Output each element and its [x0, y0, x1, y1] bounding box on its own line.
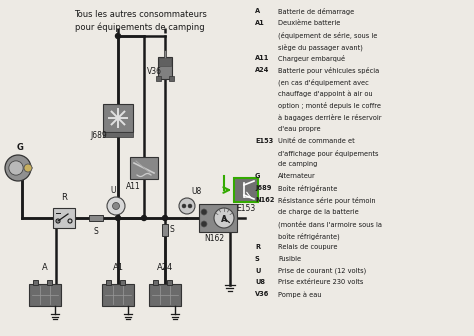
Circle shape — [179, 198, 195, 214]
Text: U: U — [110, 186, 116, 195]
Bar — [29, 284, 61, 306]
Bar — [169, 76, 174, 81]
Text: U8: U8 — [191, 187, 201, 196]
Bar — [149, 284, 181, 306]
Bar — [102, 284, 134, 306]
Text: U8: U8 — [255, 280, 265, 285]
Text: A: A — [42, 263, 48, 272]
Bar — [156, 76, 161, 81]
Text: siège du passager avant): siège du passager avant) — [278, 43, 363, 51]
Text: d'affichage pour équipements: d'affichage pour équipements — [278, 150, 379, 157]
Text: E153: E153 — [237, 204, 255, 213]
Text: Batterie de démarrage: Batterie de démarrage — [278, 8, 354, 15]
Bar — [167, 280, 172, 285]
Text: Batterie pour véhicules spécia: Batterie pour véhicules spécia — [278, 67, 379, 74]
Text: Relais de coupure: Relais de coupure — [278, 244, 337, 250]
Bar — [89, 215, 103, 221]
Circle shape — [9, 161, 23, 175]
Circle shape — [188, 204, 192, 208]
Text: A: A — [255, 8, 260, 14]
Bar — [162, 224, 168, 236]
Text: S: S — [94, 227, 99, 236]
Text: de camping: de camping — [278, 161, 318, 167]
Text: Boîte réfrigérante: Boîte réfrigérante — [278, 185, 337, 192]
Bar — [106, 280, 111, 285]
Circle shape — [182, 204, 186, 208]
Bar — [234, 178, 258, 202]
Bar — [103, 104, 133, 132]
Text: (en cas d'équipement avec: (en cas d'équipement avec — [278, 79, 369, 86]
Text: (équipement de série, sous le: (équipement de série, sous le — [278, 32, 377, 39]
Text: E153: E153 — [255, 138, 273, 144]
Text: à bagages derrière le réservoir: à bagages derrière le réservoir — [278, 114, 382, 121]
Text: A11: A11 — [126, 182, 141, 191]
Text: Résistance série pour témoin: Résistance série pour témoin — [278, 197, 375, 204]
Circle shape — [201, 209, 207, 215]
Text: R: R — [61, 193, 67, 202]
Text: Deuxième batterie: Deuxième batterie — [278, 20, 340, 26]
Text: option ; monté depuis le coffre: option ; monté depuis le coffre — [278, 102, 381, 110]
Text: boîte réfrigérante): boîte réfrigérante) — [278, 232, 340, 240]
Text: Tous les autres consommateurs
pour équipements de camping: Tous les autres consommateurs pour équip… — [73, 10, 207, 32]
Bar — [47, 280, 52, 285]
Bar — [158, 57, 172, 79]
Bar — [33, 280, 38, 285]
Text: (montée dans l'armoire sous la: (montée dans l'armoire sous la — [278, 220, 382, 228]
Text: U: U — [255, 267, 260, 274]
Circle shape — [116, 215, 120, 220]
Text: V36: V36 — [255, 291, 269, 297]
Text: Alternateur: Alternateur — [278, 173, 316, 179]
Text: G: G — [255, 173, 261, 179]
Text: G: G — [17, 143, 23, 152]
Text: Prise de courant (12 volts): Prise de courant (12 volts) — [278, 267, 366, 274]
Bar — [53, 208, 75, 228]
Bar — [120, 280, 125, 285]
Bar — [199, 204, 237, 232]
Text: A24: A24 — [255, 67, 269, 73]
Text: Pompe à eau: Pompe à eau — [278, 291, 321, 298]
Text: d'eau propre: d'eau propre — [278, 126, 320, 132]
Circle shape — [24, 164, 32, 172]
Circle shape — [112, 203, 119, 210]
Text: Unité de commande et: Unité de commande et — [278, 138, 355, 144]
Text: de charge de la batterie: de charge de la batterie — [278, 209, 359, 215]
Text: chauffage d'appoint à air ou: chauffage d'appoint à air ou — [278, 91, 373, 97]
Circle shape — [116, 34, 120, 39]
Text: N162: N162 — [204, 234, 224, 243]
Text: S: S — [170, 225, 175, 235]
Text: Prise extérieure 230 volts: Prise extérieure 230 volts — [278, 280, 364, 285]
Text: R: R — [255, 244, 260, 250]
Text: Fusible: Fusible — [278, 256, 301, 262]
Circle shape — [201, 221, 207, 227]
Text: A1: A1 — [112, 263, 124, 272]
Circle shape — [5, 155, 31, 181]
Bar — [159, 58, 171, 66]
Text: A1: A1 — [255, 20, 265, 26]
Text: Chargeur embarqué: Chargeur embarqué — [278, 55, 345, 62]
Circle shape — [142, 215, 146, 220]
Text: J689: J689 — [255, 185, 272, 191]
Circle shape — [107, 197, 125, 215]
Circle shape — [214, 208, 234, 228]
Text: N162: N162 — [255, 197, 274, 203]
Circle shape — [163, 215, 167, 220]
Text: J689: J689 — [90, 131, 107, 140]
Text: A: A — [221, 215, 227, 224]
Text: V36: V36 — [147, 68, 162, 77]
Text: A24: A24 — [157, 263, 173, 272]
Bar — [130, 157, 158, 179]
Text: S: S — [255, 256, 260, 262]
Bar — [103, 132, 133, 137]
Text: A11: A11 — [255, 55, 269, 61]
Bar — [153, 280, 158, 285]
